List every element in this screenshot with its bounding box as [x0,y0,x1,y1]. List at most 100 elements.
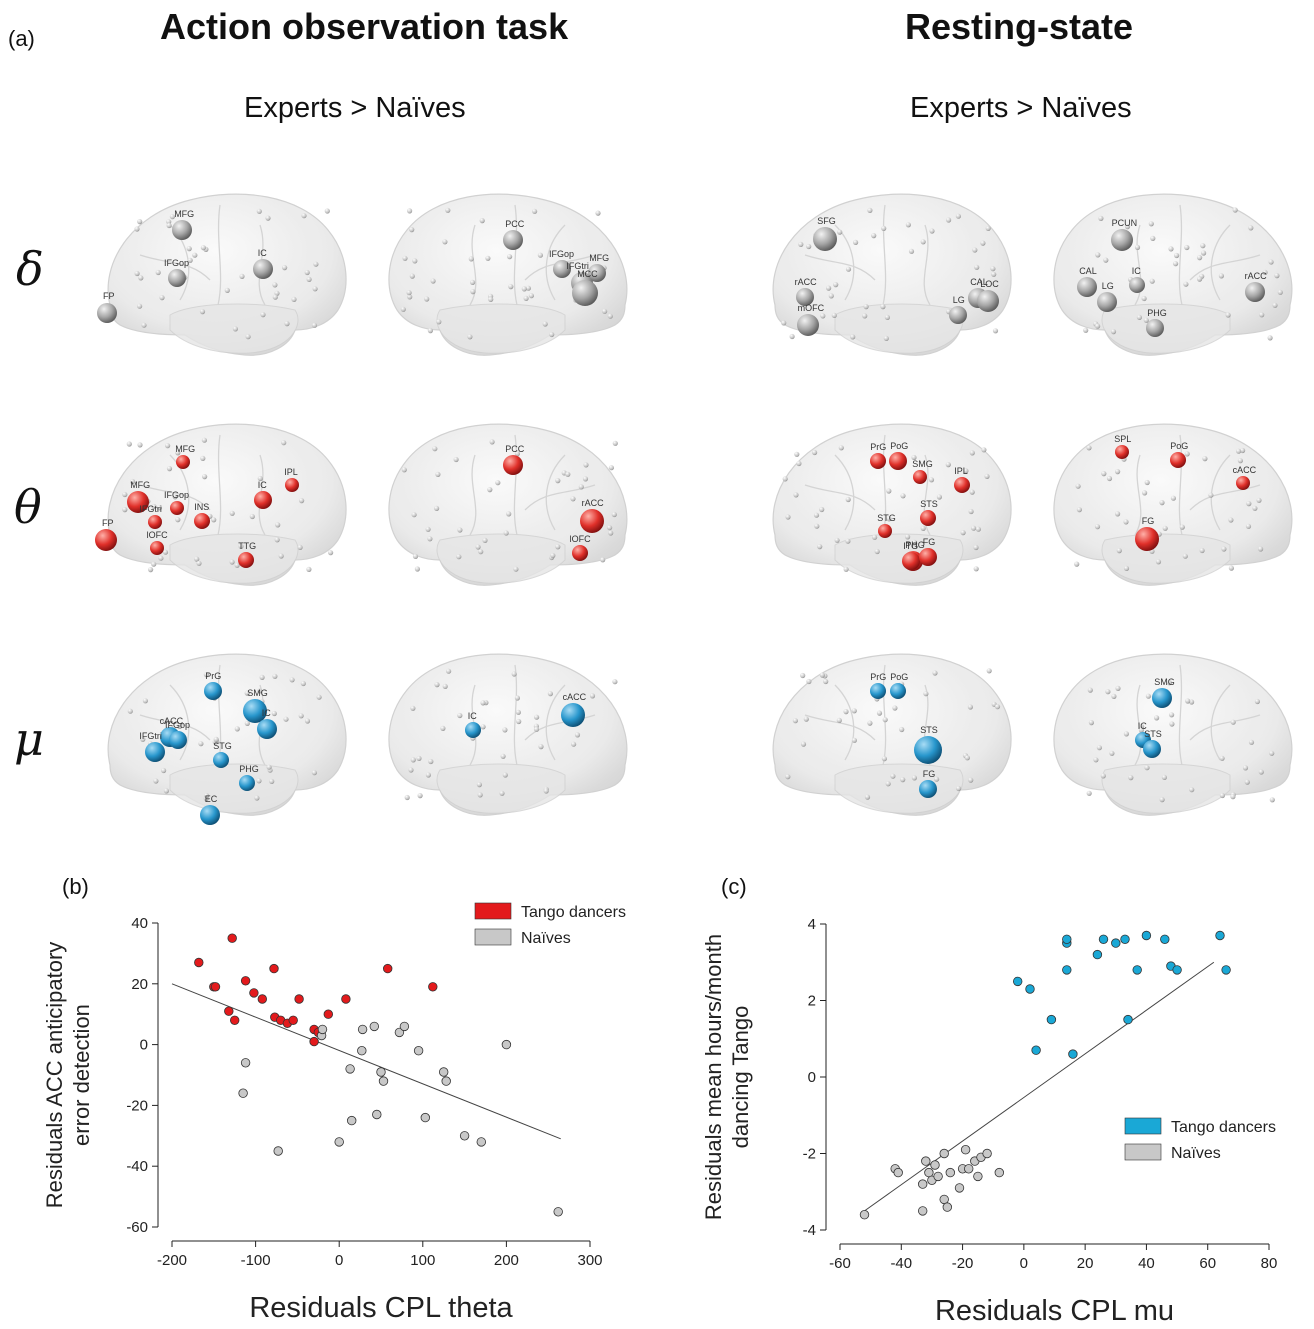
anatomical-node [911,454,917,461]
anatomical-node [523,295,529,301]
node-label-MFG: MFG [589,253,609,263]
anatomical-node [880,304,886,310]
node-rACC [1245,282,1265,302]
node-IPL [285,478,299,492]
anatomical-node [202,474,208,480]
anatomical-node [969,450,975,456]
naive-point [476,1137,487,1147]
node-FP [97,303,117,323]
x-tick-label: -20 [952,1255,974,1272]
anatomical-node [244,690,250,696]
y-tick-label: -20 [126,1097,148,1114]
anatomical-node [1144,479,1150,486]
naive-point [553,1207,563,1217]
anatomical-node [1094,524,1101,530]
node-lOFC [572,545,588,561]
anatomical-node [890,773,896,779]
anatomical-node [1145,693,1151,699]
anatomical-node [204,793,210,799]
anatomical-node [911,539,917,545]
tango-point [1132,965,1142,975]
anatomical-node [1244,779,1250,785]
anatomical-node [166,222,172,229]
anatomical-node [565,471,571,477]
anatomical-node [417,793,423,799]
naive-point [933,1171,943,1182]
anatomical-node [1169,712,1175,718]
node-FG [919,548,937,566]
anatomical-node [1168,246,1174,252]
x-axis-label: Residuals CPL theta [249,1292,513,1324]
anatomical-node [1087,687,1093,693]
contrast-label-task: Experts > Naïves [244,92,466,124]
anatomical-node [1228,565,1234,571]
tango-point [257,994,268,1004]
anatomical-node [199,309,206,315]
anatomical-node [782,476,788,482]
anatomical-node [1267,335,1273,341]
anatomical-node [1149,278,1155,284]
anatomical-node [611,511,617,518]
anatomical-node [920,525,926,531]
node-label-STS: STS [1144,729,1162,739]
node-label-IFGtri: IFGtri [139,504,162,514]
anatomical-node [532,208,538,214]
naive-point [345,1064,355,1074]
node-label-CAL: CAL [1079,266,1097,276]
node-label-IFGtri: IFGtri [139,731,162,741]
node-SMG [913,470,927,484]
anatomical-node [502,727,508,733]
naive-point [973,1171,983,1182]
anatomical-node [238,543,244,549]
anatomical-node [306,566,312,572]
node-LG [1097,292,1117,312]
anatomical-node [1218,273,1224,279]
anatomical-node [239,273,245,279]
anatomical-node [148,567,154,573]
anatomical-node [434,682,440,688]
anatomical-node [1148,221,1154,227]
anatomical-node [299,498,305,504]
anatomical-node [311,322,318,328]
anatomical-node [956,785,962,792]
anatomical-node [198,741,204,747]
anatomical-node [595,210,601,216]
node-PHG [1146,319,1164,337]
anatomical-node [867,720,873,726]
anatomical-node [900,777,906,783]
node-label-PCUN: PCUN [1112,218,1138,228]
anatomical-node [1245,523,1252,529]
naive-point [420,1112,431,1123]
anatomical-node [872,534,878,540]
anatomical-node [516,718,522,725]
anatomical-node [1201,250,1207,256]
anatomical-node [843,709,849,715]
naive-point [347,1115,357,1126]
anatomical-node [410,757,416,763]
node-label-IFGop: IFGop [164,258,189,268]
anatomical-node [1189,699,1195,705]
tango-point [210,982,221,992]
x-tick-label: 0 [335,1252,343,1269]
anatomical-node [1110,329,1117,335]
anatomical-node [1184,451,1190,457]
anatomical-node [196,560,202,566]
anatomical-node [1258,769,1264,775]
anatomical-node [1174,252,1180,259]
x-tick-label: 200 [494,1252,519,1269]
anatomical-node [882,717,888,723]
tango-point [1141,930,1152,941]
anatomical-node [515,709,521,715]
naive-point [918,1206,928,1216]
anatomical-node [155,269,161,276]
node-label-PoG: PoG [890,441,908,451]
node-PrG [204,682,222,700]
anatomical-node [1256,497,1262,503]
anatomical-node [994,704,1001,710]
anatomical-node [836,717,842,723]
anatomical-node [1228,517,1234,523]
tango-point [1062,934,1072,945]
node-PoG [889,452,907,470]
anatomical-node [990,266,996,272]
